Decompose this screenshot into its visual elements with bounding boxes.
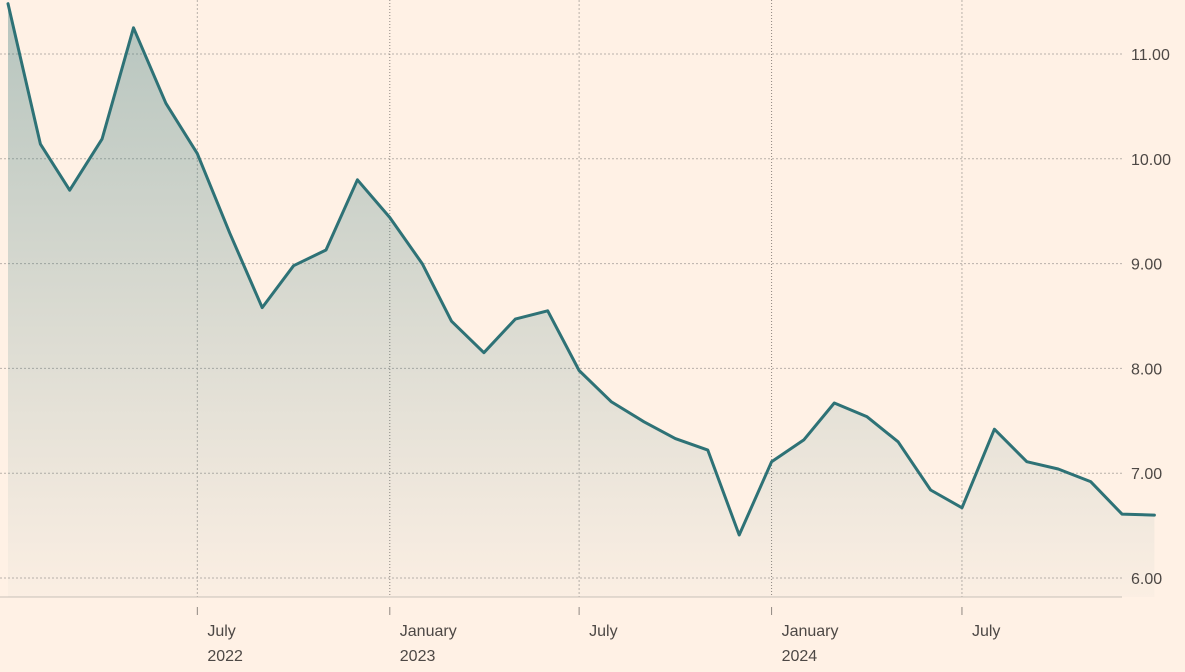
y-tick-label: 7.00 — [1131, 466, 1162, 483]
x-tick-year-label: 2022 — [207, 648, 243, 665]
area-fill-shape — [8, 4, 1154, 597]
x-tick-year-label: 2024 — [782, 648, 818, 665]
x-tick-label: January — [782, 623, 839, 640]
y-axis: 6.00 7.00 8.00 9.00 10.00 11.00 — [1131, 47, 1171, 588]
y-tick-label: 11.00 — [1131, 47, 1170, 64]
y-tick-label: 6.00 — [1131, 571, 1162, 588]
y-tick-label: 9.00 — [1131, 257, 1162, 274]
x-tick-label: July — [972, 623, 1000, 640]
x-tick-label: July — [589, 623, 617, 640]
y-tick-label: 8.00 — [1131, 361, 1162, 378]
x-tick-label: January — [400, 623, 457, 640]
area-fill — [8, 4, 1154, 597]
x-tick-label: July — [207, 623, 235, 640]
x-tick-year-label: 2023 — [400, 648, 436, 665]
x-axis: July 2022 January 2023 July January 2024 July — [207, 623, 1000, 665]
y-tick-label: 10.00 — [1131, 152, 1171, 169]
